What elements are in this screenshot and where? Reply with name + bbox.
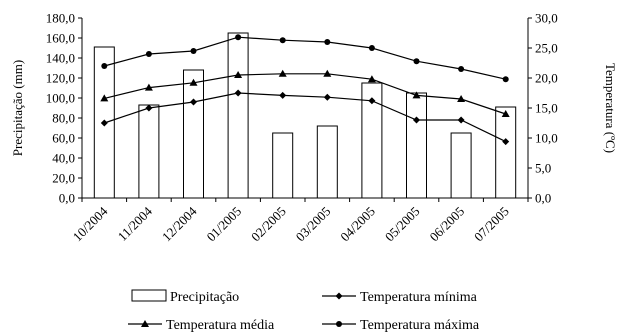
x-tick-label: 01/2005: [203, 204, 244, 245]
right-tick-label: 20,0: [535, 71, 558, 86]
series-point: [190, 98, 197, 106]
precipitation-bar: [316, 125, 338, 199]
right-tick-label: 0,0: [535, 191, 551, 206]
series-point: [190, 48, 197, 54]
series-point: [145, 51, 152, 57]
precipitation-bar: [495, 106, 517, 199]
x-tick-label: 10/2004: [70, 203, 111, 244]
series-point: [324, 39, 331, 45]
left-tick-label: 40,0: [52, 151, 75, 166]
legend-label: Temperatura mínima: [360, 290, 478, 305]
left-tick-label: 160,0: [46, 31, 75, 46]
right-axis-label: Temperatura (ºC): [603, 63, 618, 153]
series-point: [501, 110, 510, 117]
series-point: [457, 116, 465, 124]
series-point: [101, 63, 108, 69]
x-tick-label: 12/2004: [159, 203, 200, 244]
chart-axes: 0,0 20,0 40,0 60,0 80,0 100,0 120,0 140,0 160,0 1…: [46, 11, 558, 245]
left-tick-label: 140,0: [46, 51, 75, 66]
series-point: [323, 93, 331, 101]
left-tick-label: 80,0: [52, 111, 75, 126]
x-tick-label: 07/2005: [471, 204, 512, 245]
series-point: [144, 83, 153, 91]
right-tick-label: 25,0: [535, 41, 558, 56]
series-point: [502, 76, 509, 83]
series-point: [458, 66, 465, 72]
series-point: [412, 91, 421, 99]
legend-swatch-precipitation: [131, 289, 167, 302]
legend-label: Temperatura máxima: [360, 318, 480, 333]
series-line: [104, 36, 506, 80]
series-point: [457, 95, 466, 102]
left-tick-label: 60,0: [52, 131, 75, 146]
series-point: [145, 104, 153, 112]
right-tick-label: 30,0: [535, 11, 558, 26]
left-tick-label: 0,0: [59, 191, 75, 206]
series-point: [235, 34, 242, 41]
series-point: [368, 97, 376, 105]
right-tick-label: 15,0: [535, 101, 558, 116]
series-point: [234, 71, 243, 78]
precipitation-bar: [406, 92, 427, 199]
series-line: [104, 73, 506, 115]
precipitation-bar: [227, 32, 249, 199]
series-point: [368, 45, 375, 51]
series-point: [100, 94, 109, 102]
x-tick-label: 05/2005: [382, 204, 423, 245]
left-tick-label: 100,0: [46, 91, 75, 106]
x-tick-label: 03/2005: [293, 204, 334, 245]
series-point: [278, 69, 287, 77]
precipitation-bar: [450, 132, 472, 199]
right-tick-label: 10,0: [535, 131, 558, 146]
series-point: [413, 116, 420, 124]
series-point: [279, 91, 287, 99]
series-point: [100, 119, 108, 127]
precipitation-bar: [272, 132, 294, 199]
series-point: [502, 138, 510, 146]
x-tick-label: 02/2005: [248, 204, 289, 245]
precipitation-bar: [138, 104, 160, 199]
x-tick-label: 04/2005: [337, 204, 378, 245]
series-point: [234, 89, 242, 97]
legend-label: Precipitação: [170, 290, 239, 305]
left-axis-label: Precipitação (mm): [10, 60, 25, 156]
left-tick-label: 20,0: [52, 171, 75, 186]
precipitation-bar: [183, 69, 204, 199]
series-point: [189, 78, 198, 86]
series-point: [413, 58, 420, 65]
legend-swatch-marker: [336, 321, 342, 327]
temperature-lines: [100, 34, 510, 146]
legend-swatch-marker: [335, 292, 343, 300]
series-point: [323, 69, 332, 77]
left-tick-label: 180,0: [46, 11, 75, 26]
legend-swatch-marker: [141, 320, 149, 327]
series-point: [367, 75, 376, 83]
series-point: [279, 37, 286, 44]
series-line: [104, 92, 506, 143]
legend-label: Temperatura média: [166, 318, 275, 333]
precipitation-bars: [93, 32, 517, 199]
x-tick-label: 06/2005: [426, 204, 467, 245]
right-tick-label: 5,0: [535, 161, 551, 176]
left-tick-label: 120,0: [46, 71, 75, 86]
x-tick-label: 11/2004: [115, 203, 156, 244]
legend: Precipitação Temperatura mínima Temperatur…: [128, 289, 480, 333]
